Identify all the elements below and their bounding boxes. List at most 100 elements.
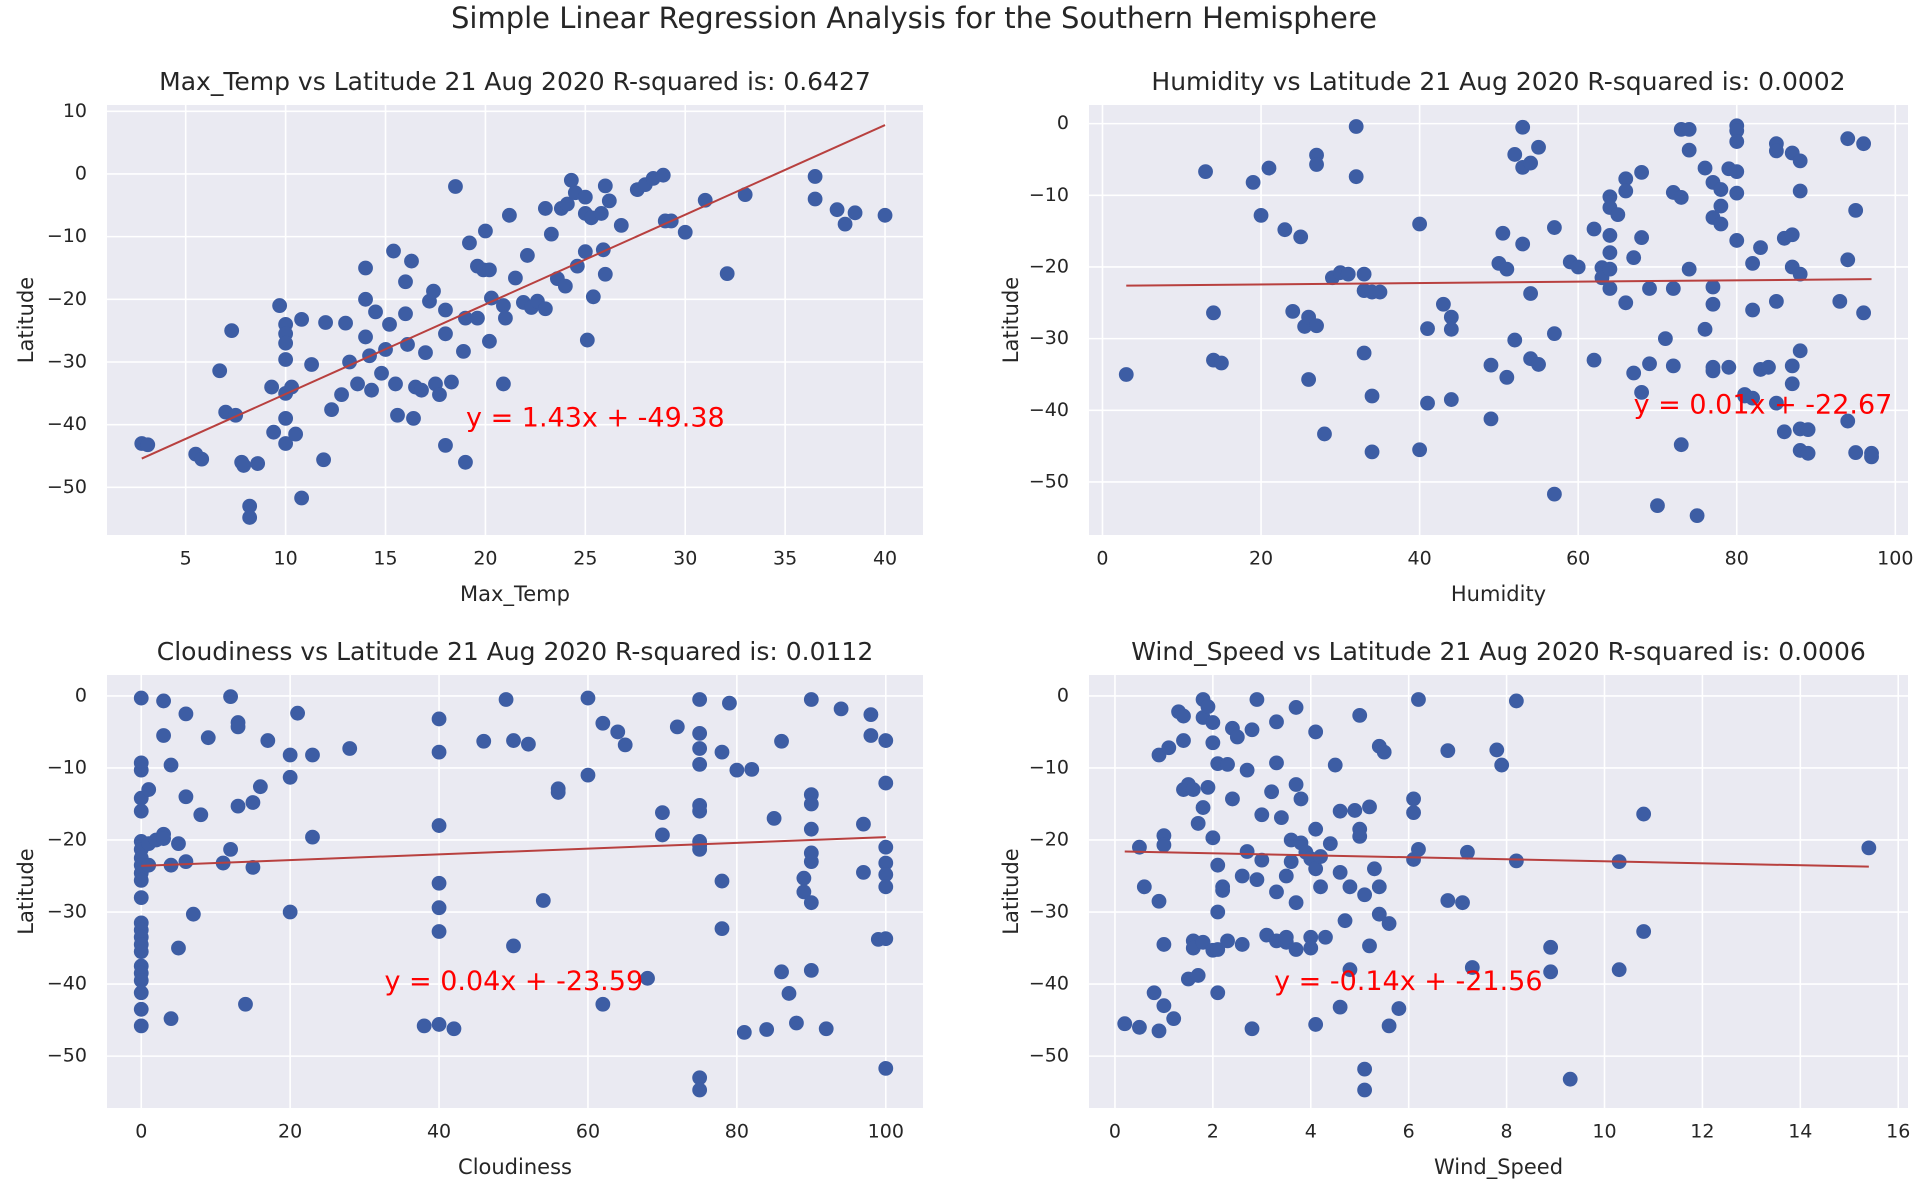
data-point [1156, 837, 1172, 853]
data-point [470, 310, 485, 326]
data-point [1332, 803, 1348, 819]
data-point [245, 859, 261, 875]
data-point [458, 454, 473, 470]
data-point [374, 365, 389, 381]
data-point [478, 223, 493, 239]
data-point [1244, 722, 1260, 738]
data-point [294, 311, 310, 327]
subplot: Humidity vs Latitude 21 Aug 2020 R-squar… [999, 67, 1913, 606]
data-point [803, 692, 819, 707]
data-point [774, 964, 789, 980]
regression-equation: y = 0.01x + -22.67 [1634, 390, 1893, 421]
data-point [431, 818, 447, 833]
data-point [1352, 828, 1368, 844]
data-point [1713, 182, 1729, 197]
data-point [766, 810, 782, 826]
data-point [1303, 940, 1319, 956]
data-point [803, 821, 819, 837]
data-point [1650, 498, 1665, 514]
data-point [1792, 343, 1808, 359]
data-point [245, 795, 261, 810]
data-point [230, 719, 246, 735]
x-tick-label: 10 [274, 548, 298, 570]
data-point [1618, 295, 1634, 311]
data-point [1185, 782, 1201, 797]
data-point [1288, 895, 1304, 911]
data-point [1832, 293, 1848, 309]
data-point [1745, 302, 1761, 318]
data-point [278, 352, 294, 367]
x-tick-label: 100 [868, 1121, 904, 1143]
data-point [1435, 296, 1451, 312]
data-point [223, 689, 238, 705]
data-point [1161, 740, 1177, 756]
y-tick-label: −30 [47, 901, 87, 923]
data-point [692, 1082, 708, 1098]
data-point [1308, 724, 1324, 740]
data-point [1792, 266, 1808, 282]
data-point [1214, 355, 1229, 371]
data-point [282, 747, 298, 763]
data-point [456, 343, 471, 359]
data-point [1673, 437, 1689, 453]
data-point [1132, 1019, 1147, 1035]
data-point [414, 382, 429, 398]
data-point [1856, 136, 1872, 152]
data-point [1313, 879, 1328, 895]
data-point [1215, 883, 1231, 898]
data-point [171, 836, 186, 851]
data-point [677, 224, 693, 240]
data-point [426, 283, 441, 299]
data-point [1376, 744, 1392, 760]
data-point [444, 374, 459, 390]
data-point [290, 705, 305, 721]
data-point [398, 306, 413, 322]
data-point [350, 376, 365, 392]
y-tick-label: 0 [1057, 684, 1069, 706]
x-tick-label: 80 [1725, 548, 1749, 570]
data-point [1460, 844, 1475, 860]
data-point [1381, 916, 1397, 931]
data-point [1761, 359, 1776, 375]
data-point [1288, 700, 1304, 715]
x-tick-label: 20 [278, 1121, 302, 1143]
data-point [1861, 840, 1877, 856]
data-point [1206, 305, 1221, 321]
data-point [595, 996, 611, 1012]
subplot-title: Wind_Speed vs Latitude 21 Aug 2020 R-squ… [1131, 637, 1866, 666]
data-point [506, 938, 521, 954]
data-point [837, 216, 853, 232]
data-point [1776, 424, 1792, 440]
data-point [789, 1015, 804, 1031]
data-point [593, 206, 609, 221]
y-axis-label: Latitude [14, 848, 38, 934]
data-point [1156, 998, 1172, 1014]
data-point [1705, 296, 1721, 312]
data-point [1753, 240, 1768, 256]
data-point [878, 733, 894, 748]
y-axis-label: Latitude [14, 277, 38, 363]
y-tick-label: −20 [1029, 828, 1069, 850]
data-point [431, 711, 447, 727]
data-point [1269, 755, 1284, 771]
y-tick-label: −30 [1029, 327, 1069, 349]
data-point [238, 996, 253, 1012]
data-point [1626, 250, 1642, 266]
data-point [1440, 893, 1456, 908]
data-point [847, 205, 863, 221]
data-point [1277, 222, 1293, 238]
data-point [829, 202, 845, 218]
data-point [803, 796, 819, 812]
data-point [1285, 304, 1301, 319]
data-point [462, 235, 477, 251]
data-point [358, 291, 373, 307]
data-point [1784, 358, 1800, 374]
data-point [386, 243, 401, 259]
y-tick-label: 0 [1057, 112, 1069, 134]
subplot-title: Humidity vs Latitude 21 Aug 2020 R-squar… [1151, 67, 1845, 96]
data-point [1412, 442, 1428, 458]
data-point [1327, 757, 1343, 773]
x-tick-label: 30 [673, 548, 697, 570]
data-point [1642, 356, 1657, 372]
data-point [1864, 449, 1879, 465]
